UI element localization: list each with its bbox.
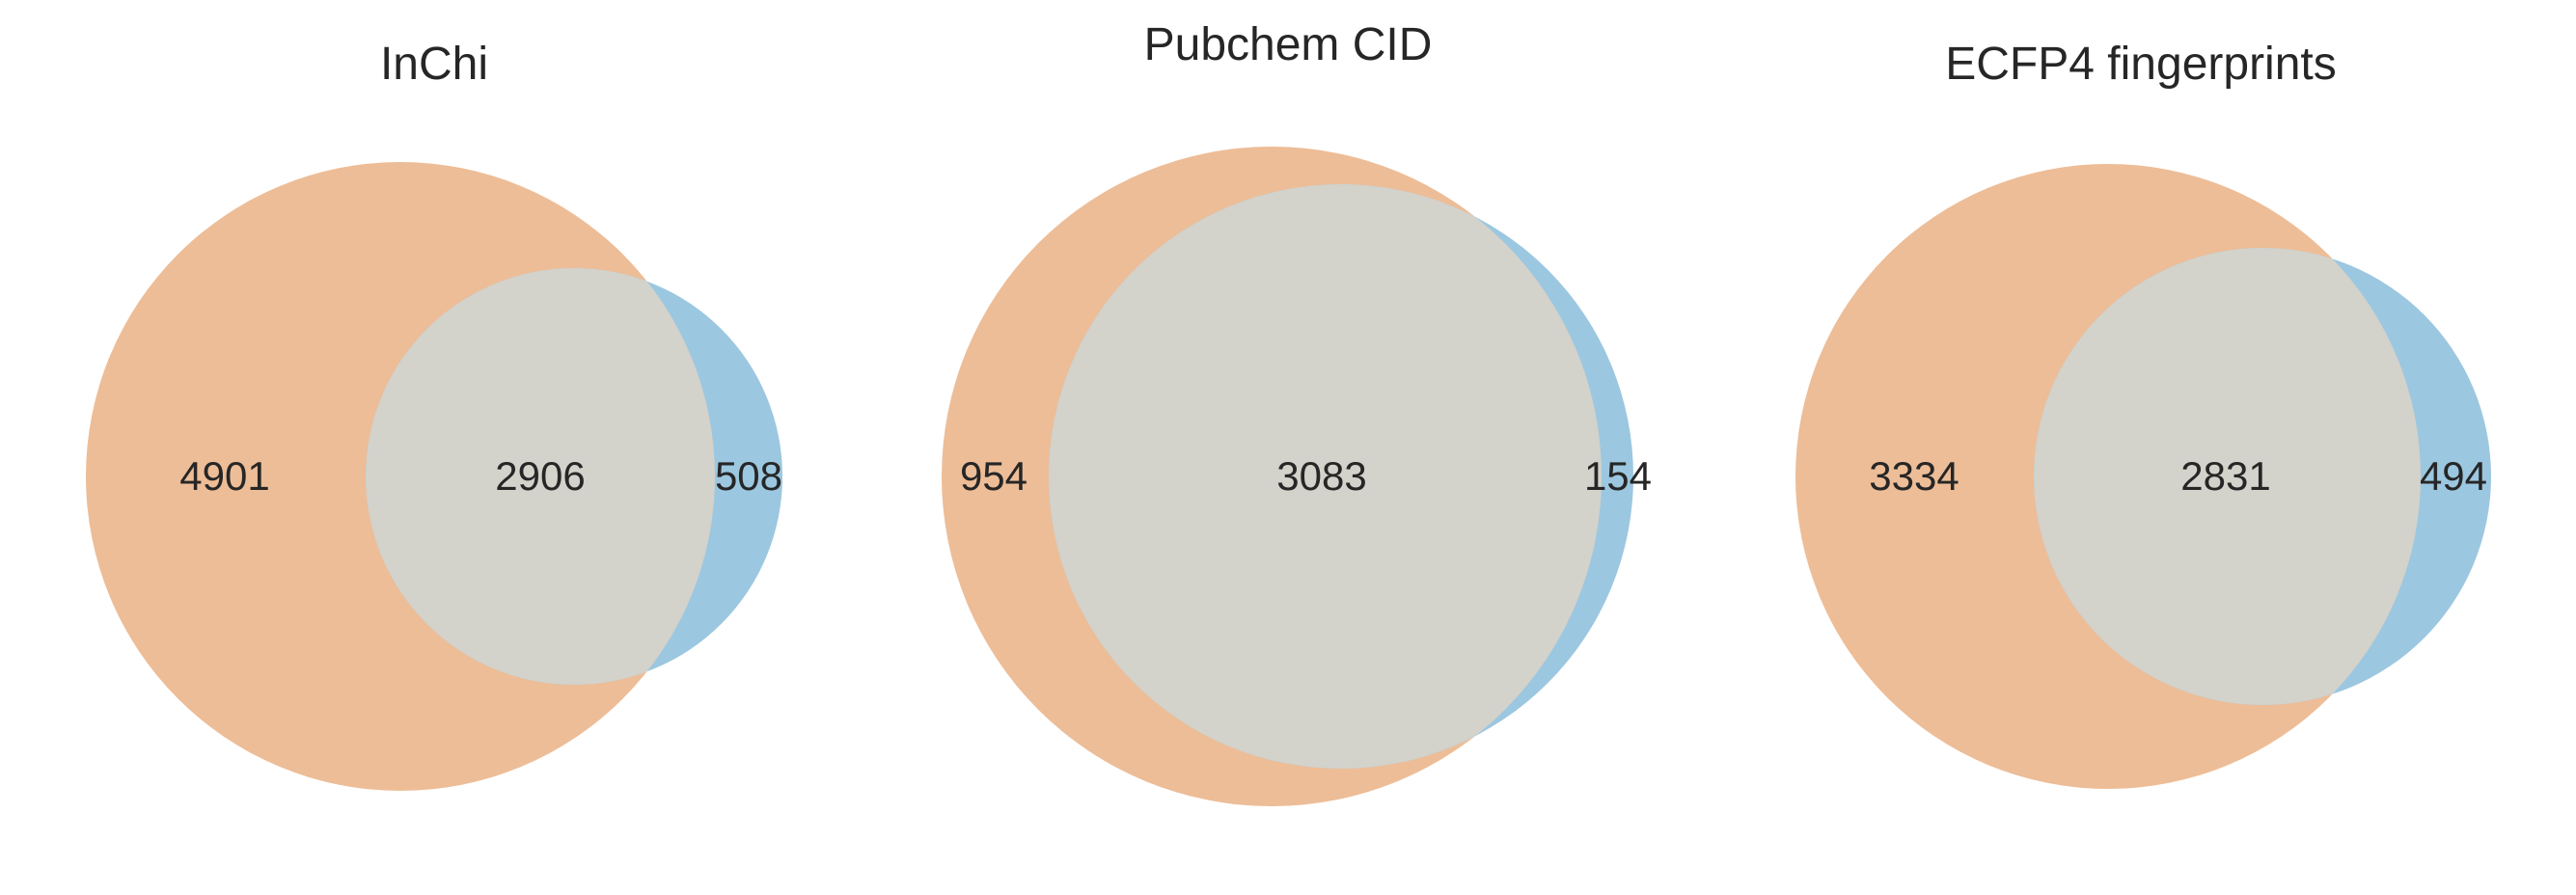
overlap-region bbox=[2034, 248, 2421, 705]
only-b-count: 494 bbox=[2420, 453, 2487, 499]
overlap-count: 2831 bbox=[2180, 453, 2270, 499]
venn-panel-inchi: InChi 4901 2906 508 bbox=[86, 39, 782, 791]
overlap-region bbox=[1049, 184, 1602, 769]
panel-title: InChi bbox=[380, 39, 488, 90]
venn-panel-ecfp4-fingerprints: ECFP4 fingerprints 3334 2831 494 bbox=[1795, 39, 2491, 789]
overlap-count: 3083 bbox=[1276, 453, 1366, 499]
venn-panel-pubchem-cid: Pubchem CID 954 3083 154 bbox=[942, 19, 1652, 806]
panel-title: ECFP4 fingerprints bbox=[1945, 39, 2337, 90]
overlap-count: 2906 bbox=[495, 453, 585, 499]
only-a-count: 954 bbox=[960, 453, 1028, 499]
only-b-count: 508 bbox=[715, 453, 782, 499]
only-a-count: 3334 bbox=[1869, 453, 1959, 499]
only-b-count: 154 bbox=[1584, 453, 1652, 499]
panel-title: Pubchem CID bbox=[1144, 19, 1433, 70]
overlap-region bbox=[366, 268, 715, 685]
only-a-count: 4901 bbox=[179, 453, 269, 499]
